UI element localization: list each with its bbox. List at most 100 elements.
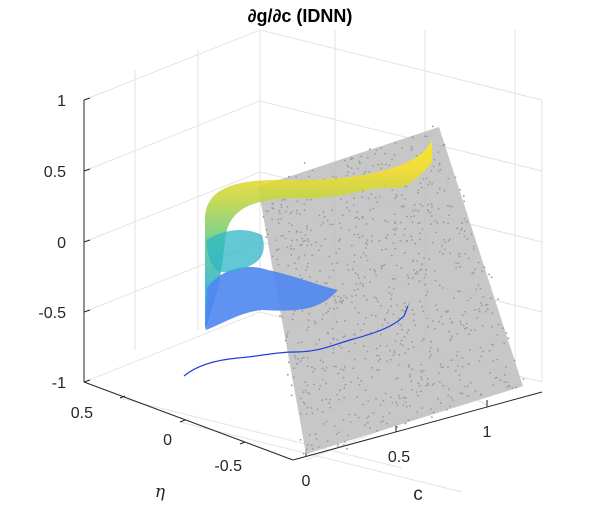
scatter-point	[307, 319, 310, 322]
scatter-point	[295, 212, 298, 215]
scatter-point	[306, 265, 309, 268]
scatter-point	[468, 333, 470, 336]
scatter-point	[343, 387, 346, 390]
scatter-point	[427, 383, 429, 386]
scatter-point	[292, 376, 295, 379]
scatter-point	[299, 397, 302, 400]
scatter-point	[439, 168, 442, 171]
scatter-point	[438, 284, 441, 287]
z-tick-label: -0.5	[38, 305, 66, 322]
scatter-point	[339, 198, 342, 201]
scatter-point	[473, 245, 475, 248]
scatter-point	[287, 361, 290, 364]
scatter-point	[335, 433, 338, 436]
scatter-point	[305, 448, 308, 451]
scatter-point	[391, 158, 393, 161]
scatter-point	[298, 256, 301, 258]
scatter-point	[366, 350, 369, 353]
scatter-point	[355, 225, 357, 228]
scatter-point	[464, 327, 466, 330]
scatter-point	[343, 295, 345, 297]
scatter-point	[323, 369, 326, 372]
scatter-point	[411, 239, 413, 241]
scatter-point	[337, 295, 340, 298]
scatter-point	[482, 295, 485, 298]
scatter-point	[406, 274, 409, 276]
scatter-point	[362, 403, 364, 406]
scatter-point	[442, 384, 445, 387]
scatter-point	[325, 312, 328, 314]
scatter-point	[411, 277, 414, 279]
scatter-point	[451, 205, 453, 208]
scatter-point	[417, 189, 420, 192]
scatter-point	[321, 399, 324, 401]
scatter-point	[366, 298, 368, 301]
scatter-point	[351, 295, 353, 298]
scatter-point	[301, 309, 304, 312]
scatter-point	[427, 203, 429, 206]
scatter-point	[336, 446, 339, 448]
scatter-point	[395, 264, 398, 267]
scatter-point	[428, 350, 431, 353]
scatter-point	[432, 411, 435, 414]
scatter-point	[361, 196, 364, 199]
scatter-point	[339, 389, 341, 392]
scatter-point	[310, 243, 313, 246]
scatter-point	[395, 195, 398, 198]
grid-line	[259, 100, 543, 172]
scatter-point	[291, 239, 293, 242]
scatter-point	[328, 402, 331, 404]
scatter-point	[360, 155, 362, 158]
scatter-point	[378, 239, 381, 242]
scatter-point	[411, 136, 414, 139]
scatter-point	[296, 200, 299, 203]
scatter-point	[350, 167, 353, 170]
scatter-point	[343, 440, 346, 443]
scatter-point	[432, 241, 434, 244]
scatter-point	[306, 365, 309, 368]
scatter-point	[461, 227, 463, 230]
scatter-point	[422, 178, 424, 180]
scatter-point	[490, 326, 493, 328]
scatter-point	[403, 310, 406, 313]
scatter-point	[338, 248, 341, 250]
scatter-point	[394, 229, 397, 232]
eta-tick-mark	[239, 441, 246, 445]
scatter-point	[369, 426, 371, 429]
scatter-point	[342, 444, 345, 447]
scatter-point	[411, 388, 414, 391]
scatter-point	[419, 221, 421, 224]
scatter-point	[336, 393, 338, 396]
scatter-point	[318, 249, 320, 252]
scatter-point	[420, 371, 423, 374]
scatter-point	[338, 398, 340, 401]
scatter-point	[396, 304, 398, 307]
scatter-point	[419, 300, 422, 303]
scatter-point	[344, 159, 346, 162]
scatter-point	[380, 265, 383, 268]
scatter-point	[398, 353, 401, 356]
scatter-point	[358, 383, 361, 386]
scatter-point	[399, 240, 402, 242]
scatter-point	[434, 220, 437, 222]
scatter-point	[315, 343, 318, 345]
scatter-point	[398, 394, 400, 397]
scatter-point	[474, 268, 476, 271]
scatter-point	[408, 365, 410, 368]
scatter-point	[333, 365, 336, 368]
scatter-point	[404, 352, 406, 355]
scatter-point	[394, 340, 397, 342]
scatter-point	[436, 348, 439, 350]
eta-tick-mark	[119, 395, 126, 399]
chart-title: ∂g/∂c (IDNN)	[248, 6, 353, 26]
scatter-point	[411, 221, 414, 224]
scatter-point	[425, 384, 428, 387]
scatter-point	[367, 400, 370, 403]
scatter-point	[389, 358, 392, 361]
scatter-point	[492, 384, 495, 387]
z-tick-mark	[83, 239, 91, 243]
scatter-point	[308, 312, 310, 315]
scatter-point	[362, 252, 365, 255]
scatter-point	[327, 332, 330, 335]
scatter-point	[439, 402, 442, 405]
